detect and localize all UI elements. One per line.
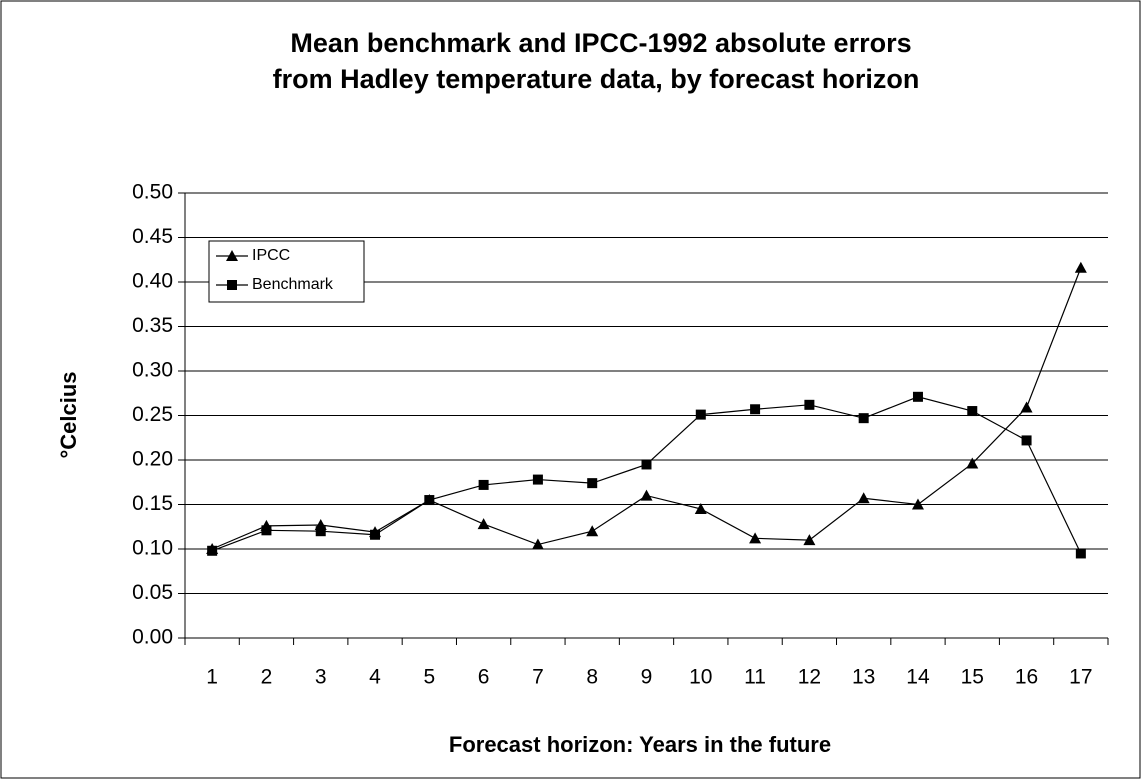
legend-label: Benchmark — [252, 276, 334, 293]
x-tick-label: 12 — [798, 666, 821, 689]
marker — [207, 545, 218, 556]
marker — [1021, 435, 1032, 446]
legend: IPCC Benchmark — [208, 240, 365, 303]
marker — [804, 399, 815, 410]
marker — [695, 409, 706, 420]
marker — [1074, 261, 1087, 273]
y-axis-title: °Celcius — [56, 371, 81, 458]
x-tick-label: 3 — [315, 666, 327, 689]
x-tick-label: 4 — [369, 666, 381, 689]
marker — [911, 498, 924, 510]
marker — [531, 538, 544, 550]
x-tick-label: 14 — [906, 666, 930, 689]
marker — [858, 413, 869, 424]
y-tick-label: 0.20 — [132, 448, 173, 471]
marker — [478, 479, 489, 490]
marker — [532, 474, 543, 485]
y-tick-label: 0.50 — [132, 181, 173, 204]
y-tick-label: 0.40 — [132, 270, 173, 293]
y-tick-label: 0.25 — [132, 403, 173, 426]
legend-label: IPCC — [252, 247, 290, 264]
marker — [1075, 548, 1086, 559]
x-tick-label: 10 — [689, 666, 712, 689]
marker — [315, 526, 326, 537]
x-tick-label: 5 — [423, 666, 435, 689]
chart-title: from Hadley temperature data, by forecas… — [273, 64, 920, 94]
marker — [749, 532, 762, 544]
marker — [477, 518, 490, 530]
marker — [370, 529, 381, 540]
x-tick-label: 17 — [1069, 666, 1092, 689]
y-tick-label: 0.05 — [132, 581, 173, 604]
chart-title: Mean benchmark and IPCC-1992 absolute er… — [290, 28, 911, 58]
marker — [966, 457, 979, 469]
x-tick-label: 13 — [852, 666, 875, 689]
y-tick-label: 0.30 — [132, 359, 173, 382]
x-axis-title: Forecast horizon: Years in the future — [449, 732, 831, 757]
marker — [803, 534, 816, 546]
marker — [857, 492, 870, 504]
y-tick-label: 0.45 — [132, 225, 173, 248]
x-tick-label: 2 — [261, 666, 273, 689]
marker — [967, 406, 978, 417]
marker — [694, 502, 707, 514]
x-tick-label: 8 — [586, 666, 598, 689]
marker — [261, 525, 272, 536]
x-tick-label: 7 — [532, 666, 544, 689]
marker — [912, 391, 923, 402]
marker — [750, 404, 761, 415]
legend-marker — [227, 280, 237, 290]
x-tick-label: 1 — [206, 666, 218, 689]
legend-marker — [226, 250, 238, 261]
marker — [586, 525, 599, 537]
x-tick-label: 11 — [744, 666, 766, 689]
marker — [1020, 401, 1033, 413]
marker — [641, 459, 652, 470]
x-tick-label: 6 — [478, 666, 490, 689]
y-tick-label: 0.10 — [132, 537, 173, 560]
marker — [640, 489, 653, 501]
x-tick-label: 9 — [641, 666, 653, 689]
marker — [587, 478, 598, 489]
legend-box — [208, 240, 365, 303]
y-tick-label: 0.00 — [132, 626, 173, 649]
x-tick-label: 15 — [961, 666, 984, 689]
y-tick-label: 0.35 — [132, 314, 173, 337]
x-tick-label: 16 — [1015, 666, 1038, 689]
marker — [424, 495, 435, 506]
y-tick-label: 0.15 — [132, 492, 173, 515]
